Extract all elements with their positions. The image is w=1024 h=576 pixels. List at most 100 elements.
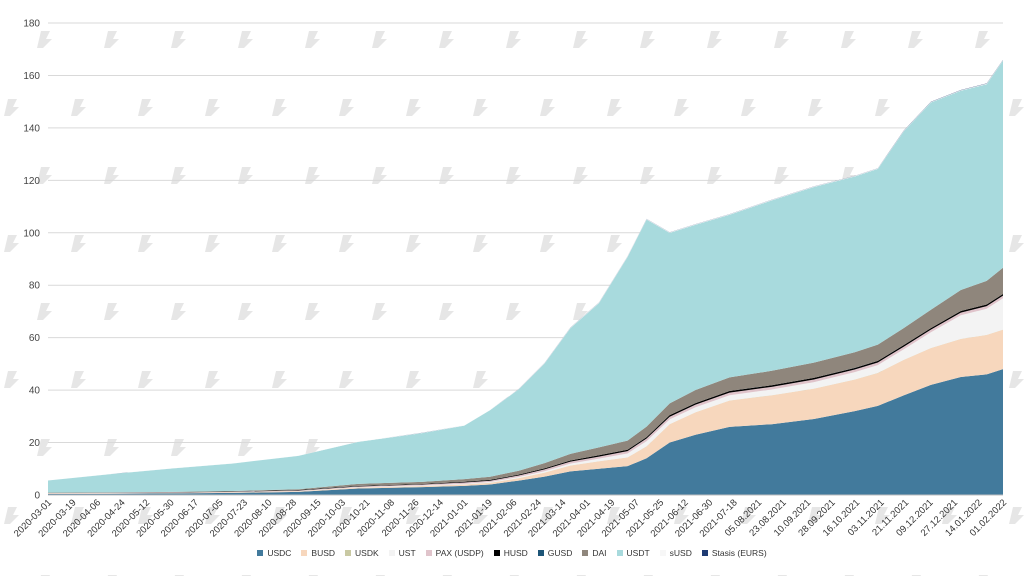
- watermark-logo-icon: [506, 303, 521, 320]
- watermark-logo-icon: [506, 31, 521, 48]
- watermark-logo-icon: [573, 31, 588, 48]
- legend-swatch: [616, 550, 623, 556]
- watermark-logo-icon: [875, 507, 890, 524]
- watermark-logo-icon: [339, 235, 354, 252]
- watermark-logo-icon: [1009, 235, 1024, 252]
- watermark-logo-icon: [707, 167, 722, 184]
- watermark-logo-icon: [607, 99, 622, 116]
- watermark-logo-icon: [406, 507, 421, 524]
- watermark-logo-icon: [171, 167, 186, 184]
- legend-item: UST: [388, 548, 416, 558]
- watermark-logo-icon: [171, 31, 186, 48]
- legend-item: USDC: [257, 548, 291, 558]
- watermark-logo-icon: [4, 99, 19, 116]
- watermark-logo-icon: [908, 31, 923, 48]
- watermark-logo-icon: [37, 439, 52, 456]
- legend-swatch: [582, 550, 589, 556]
- legend-label: USDT: [626, 548, 650, 558]
- legend-item: GUSD: [537, 548, 573, 558]
- watermark-logo-icon: [808, 507, 823, 524]
- watermark-logo-icon: [372, 167, 387, 184]
- watermark-logo-icon: [573, 303, 588, 320]
- watermark-logo-icon: [171, 303, 186, 320]
- watermark-logo-icon: [942, 507, 957, 524]
- legend-swatch: [425, 550, 432, 556]
- watermark-logo-icon: [339, 371, 354, 388]
- watermark-logo-icon: [506, 167, 521, 184]
- watermark-logo-icon: [707, 31, 722, 48]
- watermark-logo-icon: [71, 99, 86, 116]
- watermark-logo-icon: [305, 31, 320, 48]
- watermark-logo-icon: [406, 235, 421, 252]
- watermark-logo-icon: [741, 507, 756, 524]
- watermark-logo-icon: [305, 439, 320, 456]
- legend-label: UST: [398, 548, 416, 558]
- watermark-logo-icon: [372, 31, 387, 48]
- watermark-logo-icon: [272, 99, 287, 116]
- y-tick-label: 100: [23, 228, 40, 239]
- watermark-logo-icon: [540, 99, 555, 116]
- watermark-logo-icon: [573, 167, 588, 184]
- watermark-logo-icon: [138, 235, 153, 252]
- watermark-logo-icon: [104, 439, 119, 456]
- watermark-logo-icon: [439, 303, 454, 320]
- watermark-logo-icon: [37, 167, 52, 184]
- watermark-logo-icon: [808, 99, 823, 116]
- y-tick-label: 80: [29, 281, 41, 292]
- legend-swatch: [659, 550, 666, 556]
- watermark-logo-icon: [104, 303, 119, 320]
- watermark-logo-icon: [272, 507, 287, 524]
- watermark-logo-icon: [540, 235, 555, 252]
- watermark-logo-icon: [238, 31, 253, 48]
- watermark-logo-icon: [339, 507, 354, 524]
- legend-item: HUSD: [493, 548, 528, 558]
- watermark-logo-icon: [640, 31, 655, 48]
- watermark-logo-icon: [774, 167, 789, 184]
- legend-label: HUSD: [503, 548, 528, 558]
- watermark-logo-icon: [975, 31, 990, 48]
- watermark-logo-icon: [71, 235, 86, 252]
- watermark-logo-icon: [37, 31, 52, 48]
- y-tick-label: 60: [29, 333, 41, 344]
- legend-swatch: [701, 550, 708, 556]
- watermark-logo-icon: [1009, 371, 1024, 388]
- series-area-usdt: [48, 60, 1003, 493]
- stacked-areas: [48, 59, 1003, 495]
- watermark-logo-icon: [238, 167, 253, 184]
- legend-swatch: [345, 550, 352, 556]
- watermark-logo-icon: [104, 31, 119, 48]
- watermark-logo-icon: [406, 99, 421, 116]
- watermark-logo-icon: [305, 167, 320, 184]
- watermark-logo-icon: [875, 99, 890, 116]
- watermark-logo-icon: [339, 99, 354, 116]
- legend-label: sUSD: [669, 548, 692, 558]
- legend-swatch: [388, 550, 395, 556]
- y-tick-label: 160: [23, 71, 40, 82]
- legend-label: USDK: [355, 548, 379, 558]
- y-tick-label: 180: [23, 19, 40, 30]
- watermark-logo-icon: [540, 507, 555, 524]
- legend-swatch: [493, 550, 500, 556]
- y-tick-label: 120: [23, 176, 40, 187]
- legend-item: Stasis (EURS): [701, 548, 767, 558]
- watermark-logo-icon: [607, 235, 622, 252]
- watermark-logo-icon: [138, 507, 153, 524]
- watermark-logo-icon: [674, 507, 689, 524]
- watermark-logo-icon: [473, 99, 488, 116]
- watermark-logo-icon: [138, 99, 153, 116]
- legend-item: sUSD: [659, 548, 692, 558]
- watermark-logo-icon: [71, 371, 86, 388]
- y-tick-label: 140: [23, 123, 40, 134]
- legend-swatch: [301, 550, 308, 556]
- watermark-logo-icon: [205, 371, 220, 388]
- watermark-logo-icon: [774, 31, 789, 48]
- watermark-logo-icon: [205, 235, 220, 252]
- y-tick-label: 20: [29, 438, 41, 449]
- watermark-logo-icon: [4, 371, 19, 388]
- legend-label: BUSD: [311, 548, 336, 558]
- legend-item: BUSD: [301, 548, 335, 558]
- watermark-logo-icon: [741, 99, 756, 116]
- legend-label: GUSD: [547, 548, 573, 558]
- legend-swatch: [537, 550, 544, 556]
- watermark-logo-icon: [473, 507, 488, 524]
